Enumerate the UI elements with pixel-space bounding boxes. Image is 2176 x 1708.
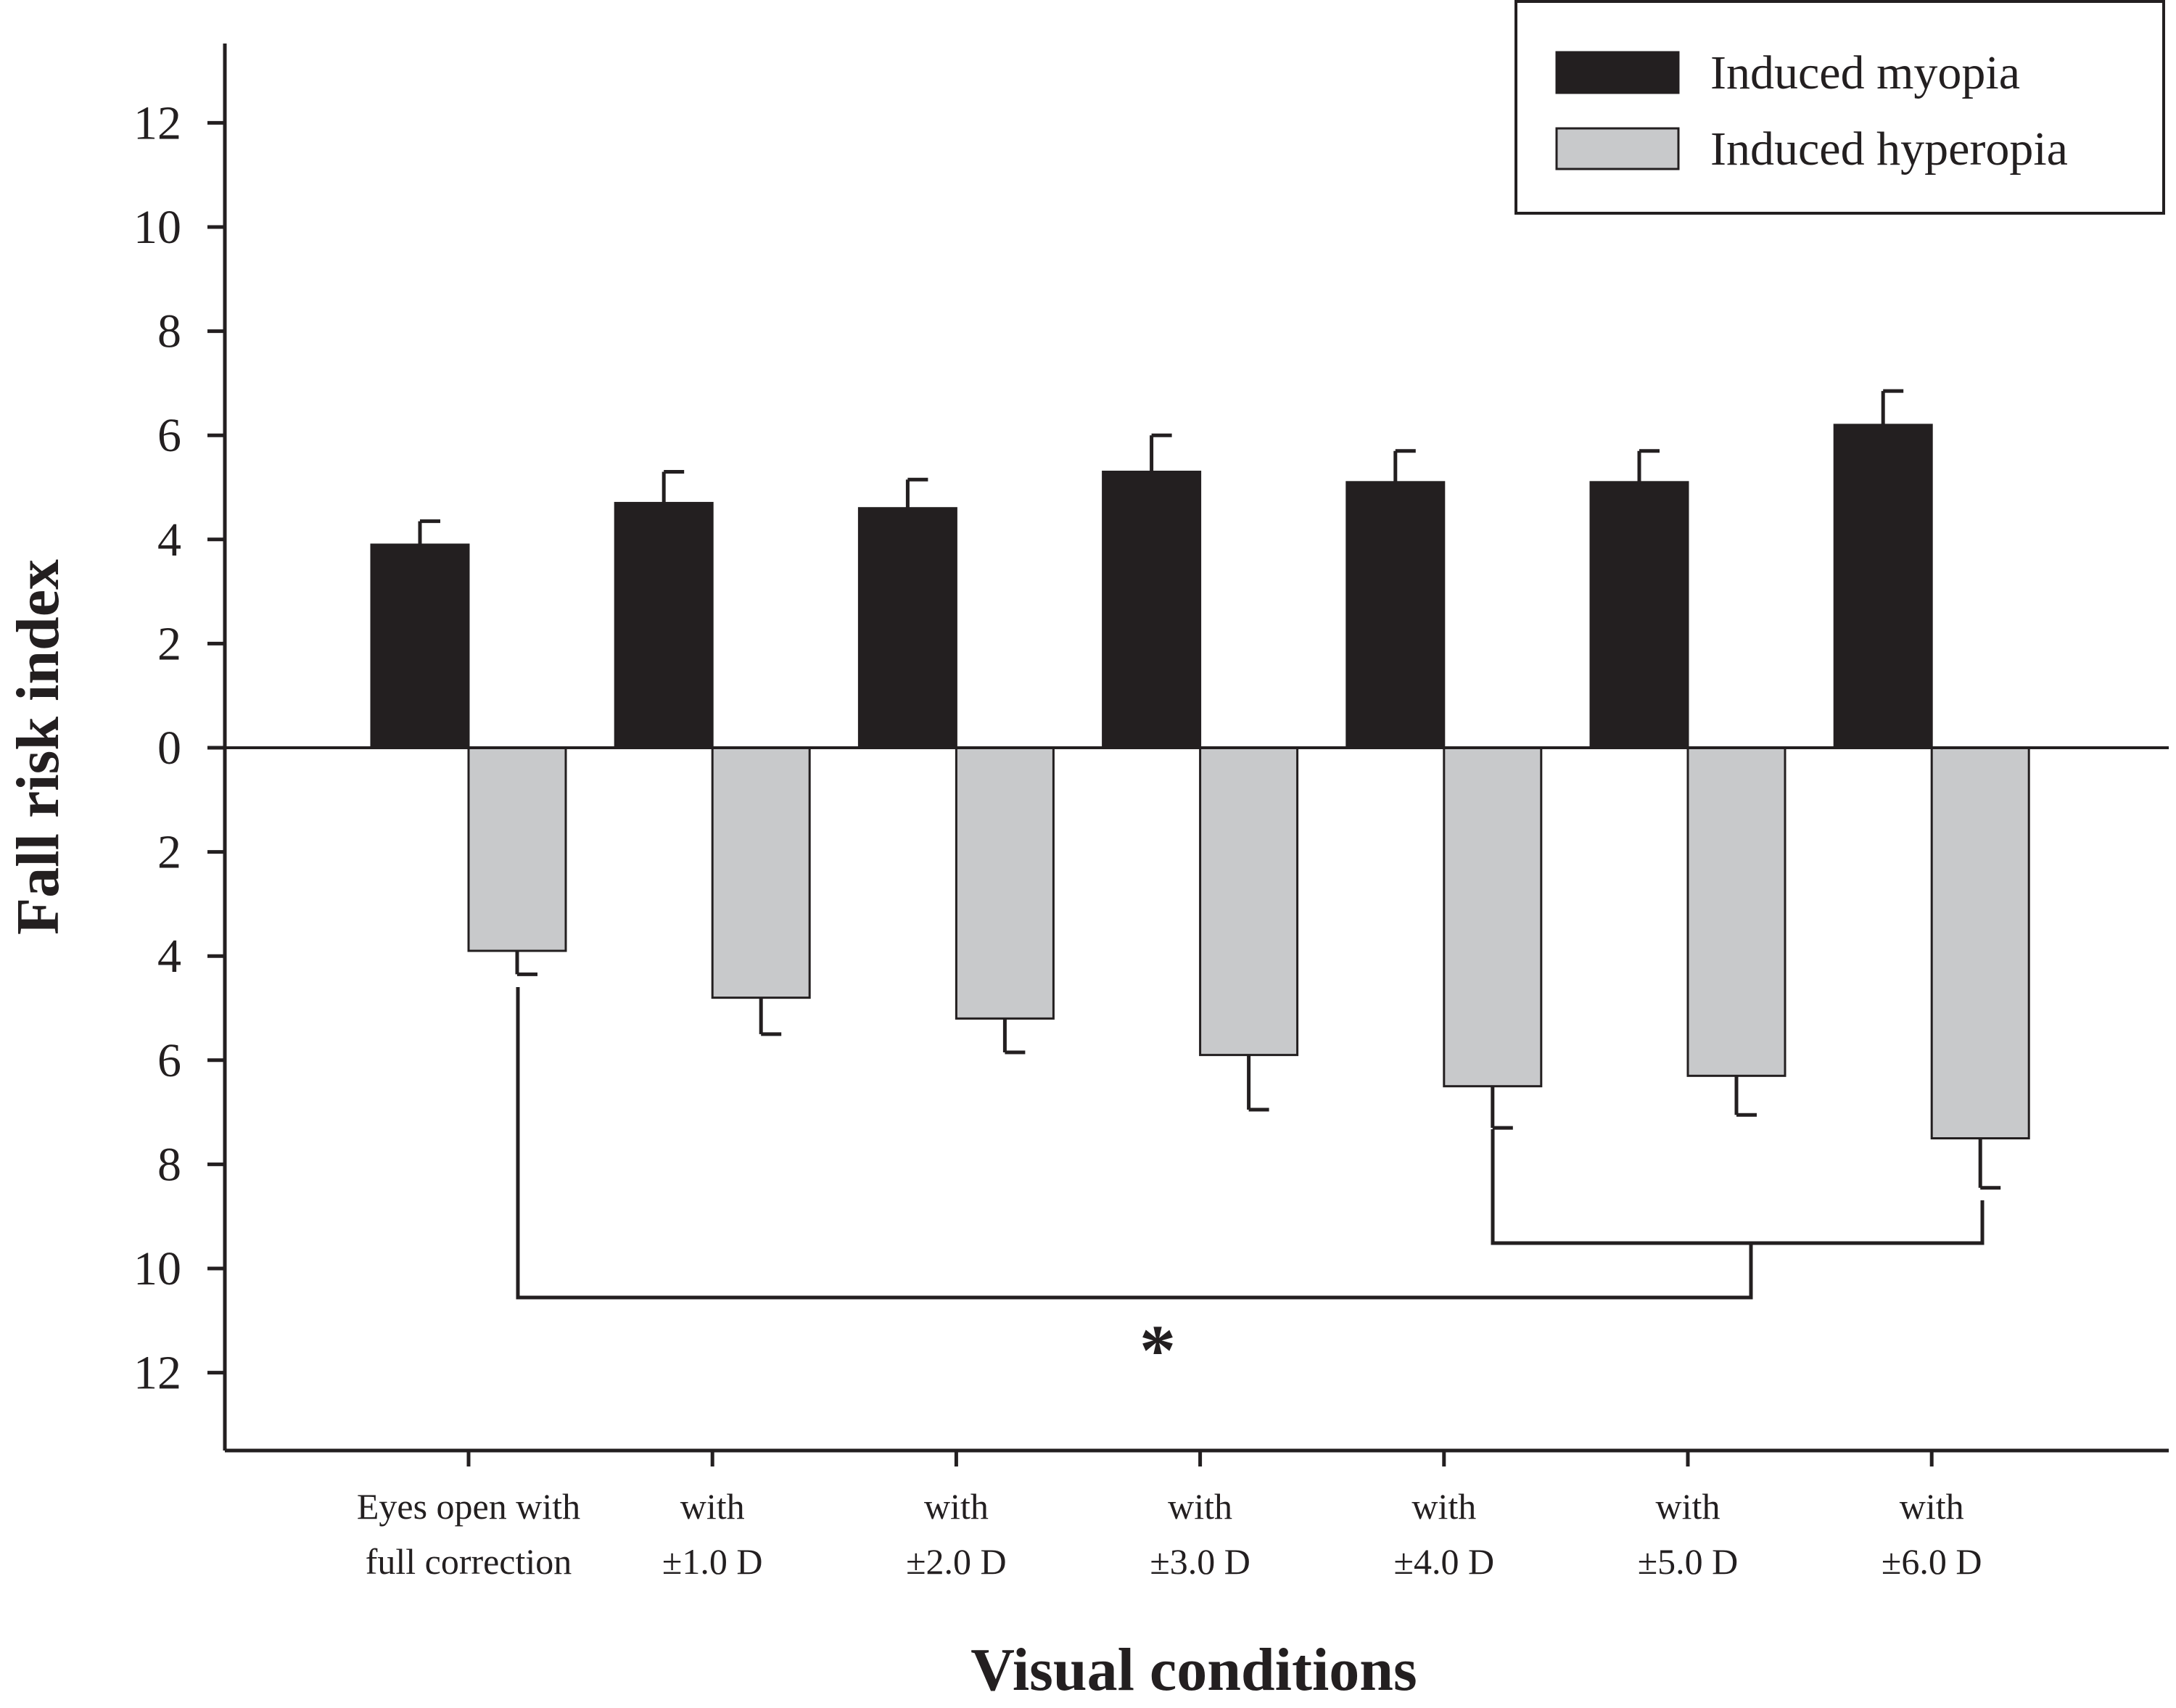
y-tick-label-8: 4 bbox=[157, 930, 181, 983]
myopia-bar-0 bbox=[370, 543, 470, 749]
y-tick-label-7: 2 bbox=[157, 826, 181, 879]
category-label-6-line-0: with bbox=[1900, 1486, 1964, 1527]
hyperopia-bar-0 bbox=[467, 746, 567, 952]
significance-star: * bbox=[1139, 1310, 1176, 1390]
hyperopia-bar-6 bbox=[1930, 746, 2030, 1139]
category-label-1-line-1: ±1.0 D bbox=[662, 1541, 763, 1582]
hyperopia-bar-3 bbox=[1199, 746, 1299, 1057]
legend-box bbox=[1514, 0, 2165, 215]
myopia-bar-4 bbox=[1345, 481, 1446, 749]
hyperopia-bar-5 bbox=[1686, 746, 1786, 1077]
myopia-bar-1 bbox=[614, 502, 714, 749]
y-tick-label-5: 2 bbox=[157, 617, 181, 670]
category-label-4-line-1: ±4.0 D bbox=[1394, 1541, 1495, 1582]
category-label-5-line-0: with bbox=[1656, 1486, 1720, 1527]
y-tick-label-4: 4 bbox=[157, 513, 181, 566]
category-label-0-line-0: Eyes open with bbox=[357, 1486, 580, 1527]
y-tick-label-9: 6 bbox=[157, 1034, 181, 1087]
bracket-main bbox=[516, 987, 1753, 1300]
y-axis-title: Fall risk index bbox=[4, 559, 72, 935]
bars-layer bbox=[370, 424, 2030, 1139]
y-tick-label-6: 0 bbox=[157, 722, 181, 775]
legend-label-1: Induced hyperopia bbox=[1710, 123, 2068, 176]
y-tick-label-1: 10 bbox=[133, 201, 181, 254]
category-label-5-line-1: ±5.0 D bbox=[1638, 1541, 1739, 1582]
category-label-3-line-0: with bbox=[1168, 1486, 1232, 1527]
legend-label-0: Induced myopia bbox=[1710, 46, 2020, 99]
myopia-bar-3 bbox=[1102, 470, 1202, 749]
myopia-bar-5 bbox=[1589, 481, 1689, 749]
category-label-1-line-0: with bbox=[680, 1486, 745, 1527]
legend-swatch-0 bbox=[1555, 51, 1680, 94]
category-label-4-line-0: with bbox=[1411, 1486, 1476, 1527]
category-label-2-line-1: ±2.0 D bbox=[906, 1541, 1007, 1582]
hyperopia-bar-4 bbox=[1443, 746, 1543, 1088]
myopia-bar-2 bbox=[857, 507, 957, 749]
y-tick-label-12: 12 bbox=[133, 1347, 181, 1400]
error-bars-layer bbox=[418, 389, 2001, 1190]
category-label-2-line-0: with bbox=[924, 1486, 989, 1527]
x-axis-title: Visual conditions bbox=[970, 1636, 1417, 1704]
legend: Induced myopia Induced hyperopia bbox=[1514, 0, 2165, 215]
myopia-bar-6 bbox=[1833, 424, 1933, 749]
y-tick-label-11: 10 bbox=[133, 1242, 181, 1295]
hyperopia-bar-2 bbox=[955, 746, 1055, 1020]
y-tick-label-2: 8 bbox=[157, 305, 181, 358]
category-label-0-line-1: full correction bbox=[366, 1541, 572, 1582]
significance-bracket: * bbox=[516, 987, 1985, 1390]
bracket-secondary bbox=[1491, 1129, 1985, 1245]
y-tick-label-0: 12 bbox=[133, 96, 181, 149]
category-labels-layer: Eyes open with full correction with ±1.0 D w… bbox=[357, 1486, 1982, 1582]
tick-labels-layer: 12 10 8 6 4 2 0 2 4 6 8 10 12 bbox=[133, 96, 181, 1399]
legend-swatch-1 bbox=[1555, 127, 1680, 170]
y-tick-label-3: 6 bbox=[157, 409, 181, 462]
category-label-3-line-1: ±3.0 D bbox=[1150, 1541, 1250, 1582]
category-label-6-line-1: ±6.0 D bbox=[1882, 1541, 1982, 1582]
hyperopia-bar-1 bbox=[711, 746, 811, 999]
y-tick-label-10: 8 bbox=[157, 1138, 181, 1191]
axes-layer bbox=[207, 44, 2169, 1466]
